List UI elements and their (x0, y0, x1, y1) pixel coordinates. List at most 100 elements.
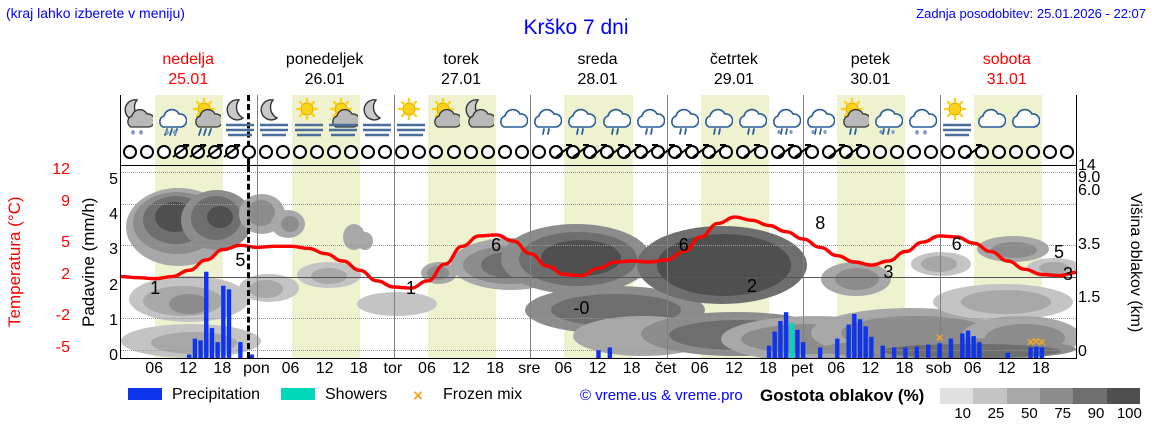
wind-calm-icon (924, 145, 939, 159)
wind-calm-icon (514, 145, 529, 159)
wind-barb-icon (826, 139, 848, 161)
day-date: 31.01 (986, 71, 1027, 88)
wind-barb-icon (170, 139, 192, 161)
time-tick-18-6: 18 (349, 360, 368, 377)
wind-calm-icon (293, 145, 308, 159)
weather-icon-cloud-snow (907, 97, 938, 141)
weather-icon-cloud (976, 97, 1006, 141)
wind-barb-icon (963, 139, 985, 161)
svg-text:6: 6 (491, 235, 501, 255)
weather-icon-cloud-drizzle (566, 97, 597, 141)
time-tick-18-14: 18 (622, 360, 641, 377)
wind-calm-icon (1009, 145, 1024, 159)
cloud-height-tick-3: 3.5 (1078, 236, 1101, 253)
svg-text:2: 2 (747, 276, 757, 296)
wind-calm-icon (276, 145, 290, 159)
cloud-density-scale-labels: 10 25 50 75 90 100 (934, 405, 1149, 423)
cloud-density-step-25 (973, 388, 1007, 404)
temperature-tick-5: -5 (55, 338, 70, 356)
time-tick-12-9: 12 (452, 360, 470, 377)
day-date: 27.01 (441, 71, 482, 88)
day-separator-1 (257, 95, 259, 165)
wind-calm-icon (719, 145, 734, 159)
time-tick-tor-7: tor (383, 360, 403, 377)
cloud-height-axis-title: Višina oblakov (km) (1127, 193, 1144, 333)
svg-text:8: 8 (815, 213, 825, 233)
wind-calm-icon (395, 145, 410, 159)
cloud-density-title: Gostota oblakov (%) (760, 386, 925, 405)
weather-icon-moon-fog (225, 97, 255, 141)
svg-text:6: 6 (679, 235, 689, 255)
day-separator-3 (530, 95, 532, 165)
time-tick-06-12: 06 (554, 360, 573, 377)
time-tick-06-24: 06 (963, 360, 982, 377)
weather-icon-cloud (1010, 97, 1040, 141)
cloud-density-colorbar (940, 388, 1140, 404)
temperature-tick-2: 5 (61, 234, 70, 252)
day-header-0: nedelja 25.01 (120, 50, 256, 90)
weather-icon-cloud-drizzle (601, 97, 631, 141)
gridline-temperature-12 (121, 172, 1076, 174)
temperature-axis-ticks: 12 9 5 2 -2 -5 (26, 161, 70, 357)
cloud-density-label-50: 50 (1020, 405, 1038, 422)
weather-icon-cloud (498, 97, 529, 141)
wind-calm-icon (941, 145, 956, 159)
time-tick-sob-23: sob (925, 360, 952, 377)
wind-calm-icon (378, 145, 393, 159)
day-header-4: četrtek 29.01 (666, 50, 802, 90)
svg-text:-0: -0 (573, 298, 589, 318)
time-tick-06-4: 06 (281, 360, 300, 377)
weather-icon-cloud-drizzle (532, 97, 563, 141)
temperature-tick-0: 12 (52, 161, 70, 179)
time-tick-12-1: 12 (179, 360, 198, 377)
day-separator-4 (666, 95, 668, 165)
gridline-temperature-2 (121, 276, 1076, 278)
wind-calm-icon (480, 145, 495, 159)
weather-icon-sun-cloud-drizzle (839, 97, 870, 141)
svg-text:1: 1 (150, 278, 160, 298)
weather-icon-cloud-sleet (873, 97, 904, 141)
day-separator-6 (939, 166, 941, 358)
wind-calm-icon (429, 145, 444, 159)
frozen-mix-legend-label: Frozen mix (443, 386, 523, 403)
gridline-temperature-9 (121, 203, 1076, 205)
time-tick-18-2: 18 (213, 360, 232, 377)
wind-barb-icon (187, 139, 209, 161)
weather-icon-sun-cloud-fog (328, 97, 358, 141)
time-tick-čet-15: čet (655, 360, 677, 377)
wind-calm-icon (156, 145, 171, 159)
day-separator-3 (530, 166, 532, 358)
cloud-density-label-90: 90 (1087, 405, 1105, 422)
page-title: Krško 7 dni (523, 16, 629, 39)
wind-calm-icon (122, 145, 137, 159)
weather-icon-cloud-sleet (805, 97, 836, 141)
wind-calm-icon (889, 145, 904, 159)
time-tick-06-16: 06 (690, 360, 709, 377)
cloud-density-step-90 (1073, 388, 1107, 404)
wind-calm-icon (872, 145, 887, 159)
cloud-height-tick-5: 0 (1078, 343, 1087, 360)
wind-calm-icon (531, 145, 546, 159)
precipitation-tick-3: 2 (109, 276, 118, 294)
time-tick-sre-11: sre (518, 360, 541, 377)
time-tick-06-8: 06 (418, 360, 436, 377)
wind-calm-icon (344, 145, 359, 159)
weather-icon-moon-fog (259, 97, 289, 141)
svg-text:×: × (1038, 334, 1046, 349)
wind-calm-icon (327, 145, 342, 159)
weather-icon-cloud-drizzle (669, 97, 699, 141)
meteogram-plot: × × × × 1 5 1 6 -0 6 2 8 3 6 5 3 (120, 165, 1077, 359)
copyright-label: © vreme.us & vreme.pro (580, 387, 743, 404)
svg-text:5: 5 (235, 250, 245, 270)
weather-icon-moon-fog (362, 97, 392, 141)
precipitation-tick-4: 1 (109, 311, 118, 329)
day-name: četrtek (709, 51, 758, 68)
day-name: sobota (982, 51, 1031, 68)
wind-calm-icon (1026, 145, 1041, 159)
day-name: nedelja (162, 51, 215, 68)
temperature-tick-1: 9 (61, 192, 70, 210)
legend: Precipitation Showers × Frozen mix © vre… (0, 386, 1152, 426)
wind-barb-icon (843, 139, 865, 161)
temperature-curve (121, 215, 1076, 290)
